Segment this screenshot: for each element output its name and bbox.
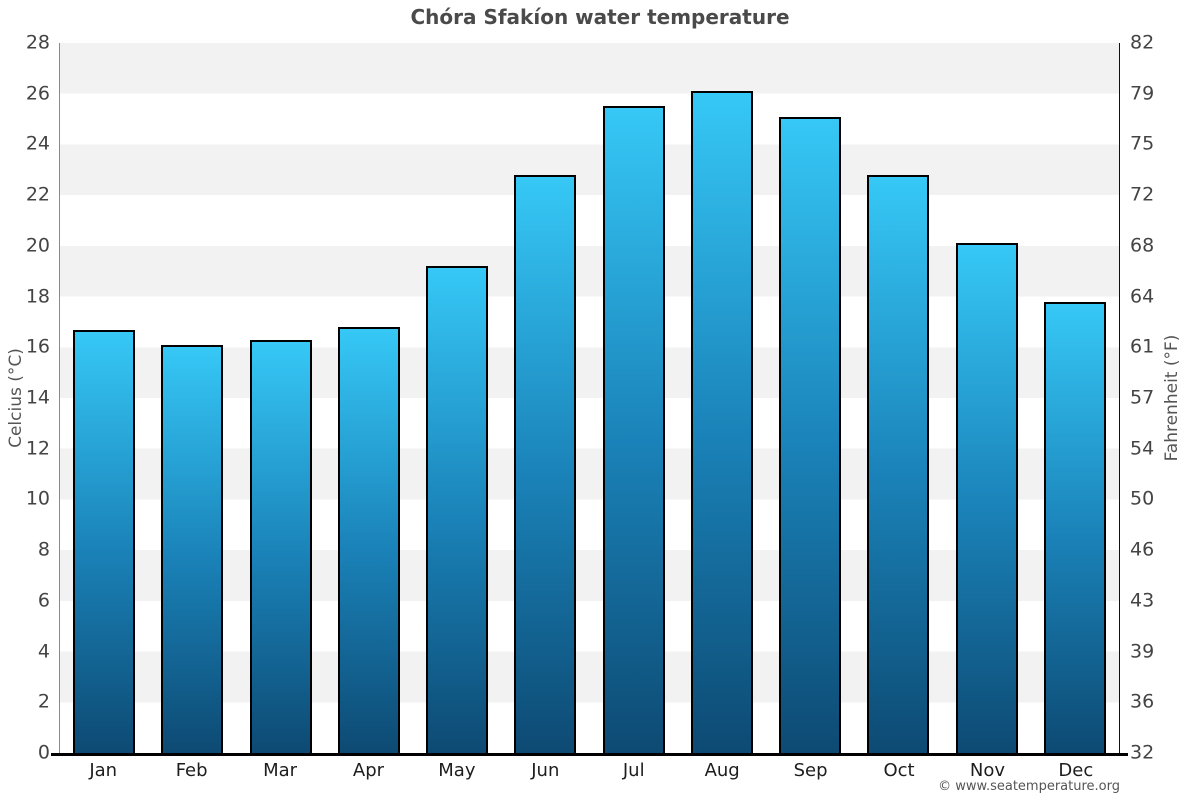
y-tick-celsius: 6 xyxy=(37,589,50,612)
y-tick-fahrenheit: 32 xyxy=(1130,741,1155,764)
bar-slot xyxy=(501,43,589,753)
bar-jan xyxy=(73,329,136,753)
month-label-oct: Oct xyxy=(883,760,915,781)
y-tick-celsius: 10 xyxy=(25,487,50,510)
month-label-feb: Feb xyxy=(175,760,208,781)
y-tick-celsius: 20 xyxy=(25,234,50,257)
x-axis-line xyxy=(51,753,1128,756)
bar-may xyxy=(426,266,489,753)
bar-jul xyxy=(602,106,665,753)
bar-slot xyxy=(325,43,413,753)
bar-dec xyxy=(1043,301,1106,753)
bar-nov xyxy=(955,243,1018,753)
y-tick-fahrenheit: 50 xyxy=(1130,487,1155,510)
y-tick-fahrenheit: 75 xyxy=(1130,132,1155,155)
y-tick-celsius: 14 xyxy=(25,386,50,409)
month-label-nov: Nov xyxy=(969,760,1005,781)
bar-slot xyxy=(413,43,501,753)
bar-slot xyxy=(678,43,766,753)
y-tick-fahrenheit: 72 xyxy=(1130,183,1155,206)
footer-credit-link[interactable]: © www.seatemperature.org xyxy=(938,779,1120,794)
y-tick-celsius: 8 xyxy=(37,538,50,561)
month-label-jul: Jul xyxy=(622,760,645,781)
month-label-aug: Aug xyxy=(704,760,740,781)
bar-slot xyxy=(1031,43,1119,753)
y-tick-fahrenheit: 54 xyxy=(1130,437,1155,460)
y-tick-fahrenheit: 61 xyxy=(1130,335,1155,358)
bar-feb xyxy=(161,344,224,753)
y-tick-fahrenheit: 64 xyxy=(1130,285,1155,308)
bar-mar xyxy=(249,339,312,753)
y-tick-fahrenheit: 79 xyxy=(1130,82,1155,105)
month-label-dec: Dec xyxy=(1058,760,1094,781)
bar-apr xyxy=(337,327,400,753)
bar-slot xyxy=(237,43,325,753)
y-tick-celsius: 24 xyxy=(25,132,50,155)
y-tick-celsius: 28 xyxy=(25,31,50,54)
plot-area xyxy=(59,43,1120,753)
bar-slot xyxy=(148,43,236,753)
chart-title: Chóra Sfakíon water temperature xyxy=(410,5,790,29)
bar-oct xyxy=(867,174,930,753)
bar-slot xyxy=(60,43,148,753)
month-label-apr: Apr xyxy=(352,760,385,781)
y-tick-celsius: 26 xyxy=(25,82,50,105)
bar-slot xyxy=(766,43,854,753)
y-tick-fahrenheit: 82 xyxy=(1130,31,1155,54)
y-axis-left-labels: 28 26 24 22 20 18 16 14 12 10 8 6 4 2 0 xyxy=(0,33,50,762)
y-tick-fahrenheit: 39 xyxy=(1130,640,1155,663)
y-tick-celsius: 22 xyxy=(25,183,50,206)
month-label-sep: Sep xyxy=(793,760,828,781)
bar-slot xyxy=(590,43,678,753)
bar-sep xyxy=(779,116,842,753)
month-label-jan: Jan xyxy=(89,760,118,781)
x-axis-labels: Jan Feb Mar Apr May Jun Jul Aug Sep Oct Nov Dec xyxy=(59,760,1120,781)
month-label-jun: Jun xyxy=(531,760,560,781)
bars-container xyxy=(60,43,1119,753)
y-tick-celsius: 4 xyxy=(37,640,50,663)
y-tick-fahrenheit: 43 xyxy=(1130,589,1155,612)
y-tick-fahrenheit: 68 xyxy=(1130,234,1155,257)
y-tick-fahrenheit: 36 xyxy=(1130,690,1155,713)
y-tick-celsius: 16 xyxy=(25,335,50,358)
y-tick-celsius: 2 xyxy=(37,690,50,713)
y-axis-right-labels: 82 79 75 72 68 64 61 57 54 50 46 43 39 36 32 xyxy=(1130,33,1190,762)
bar-slot xyxy=(943,43,1031,753)
y-tick-celsius: 12 xyxy=(25,437,50,460)
y-tick-fahrenheit: 46 xyxy=(1130,538,1155,561)
y-tick-celsius: 18 xyxy=(25,285,50,308)
bar-slot xyxy=(854,43,942,753)
y-tick-celsius: 0 xyxy=(37,741,50,764)
bar-jun xyxy=(514,174,577,753)
month-label-mar: Mar xyxy=(263,760,298,781)
y-tick-fahrenheit: 57 xyxy=(1130,386,1155,409)
bar-aug xyxy=(690,91,753,753)
month-label-may: May xyxy=(438,760,476,781)
